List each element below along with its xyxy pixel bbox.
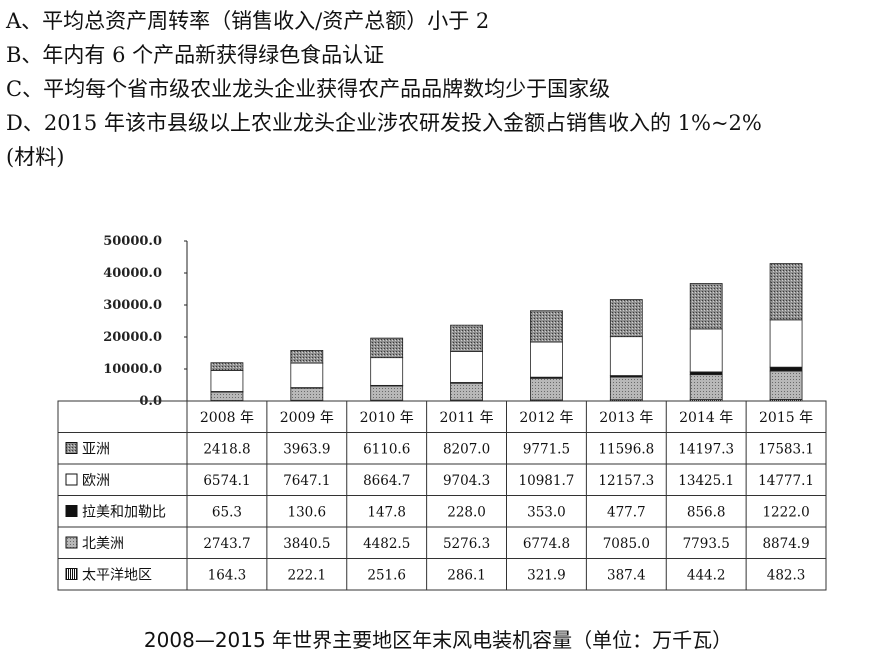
bar-segment	[689, 371, 723, 376]
data-label: 17583.1	[758, 442, 814, 458]
data-label: 8664.7	[363, 473, 410, 489]
data-label: 6574.1	[203, 473, 250, 489]
bar-segment	[290, 362, 324, 388]
bar-segment	[450, 382, 483, 401]
bar-segment	[370, 337, 404, 359]
legend-label: 亚洲	[82, 442, 110, 458]
bar-segment	[450, 324, 483, 352]
y-tick-label: 40000.0	[103, 266, 162, 281]
bar-segment	[210, 391, 244, 401]
x-tick-label: 2009 年	[280, 410, 334, 426]
legend-label: 北美洲	[82, 536, 124, 552]
legend-swatch	[65, 536, 78, 549]
legend-swatch	[65, 568, 78, 580]
legend-swatch	[65, 473, 78, 486]
data-label: 6110.6	[363, 442, 410, 458]
bar-segment	[609, 299, 643, 338]
bar-segment	[689, 283, 723, 330]
bar-segment	[609, 336, 643, 376]
data-label: 353.0	[527, 505, 566, 521]
data-label: 3840.5	[283, 536, 330, 552]
x-tick-label: 2015 年	[759, 410, 813, 426]
legend-label: 欧洲	[82, 473, 110, 489]
data-label: 387.4	[607, 568, 646, 584]
x-tick-label: 2013 年	[599, 410, 653, 426]
bar-segment	[450, 351, 483, 383]
data-label: 5276.3	[443, 536, 490, 552]
y-tick-label: 30000.0	[103, 298, 162, 313]
bar-segment	[689, 328, 723, 373]
bar-segment	[370, 357, 404, 386]
legend-swatch	[65, 505, 78, 517]
bar-segment	[290, 350, 324, 364]
data-label: 222.1	[287, 568, 326, 584]
legend-label: 拉美和加勒比	[82, 505, 166, 521]
bar-segment	[210, 362, 244, 371]
data-label: 2418.8	[203, 442, 250, 458]
bar-segment	[769, 319, 803, 368]
bar-segment	[530, 310, 563, 343]
data-label: 12157.3	[598, 473, 654, 489]
bar-segment	[689, 374, 723, 400]
question-options: A、平均总资产周转率（销售收入/资产总额）小于 2 B、年内有 6 个产品新获得…	[6, 4, 872, 174]
data-label: 477.7	[607, 505, 646, 521]
data-label: 3963.9	[283, 442, 330, 458]
data-label: 65.3	[212, 505, 242, 521]
chart-title: 2008—2015 年世界主要地区年末风电装机容量（单位：万千瓦）	[143, 628, 733, 652]
data-label: 251.6	[367, 568, 406, 584]
x-tick-label: 2012 年	[519, 410, 573, 426]
data-label: 2743.7	[203, 536, 250, 552]
bar-segment	[210, 370, 244, 392]
data-label: 1222.0	[762, 505, 809, 521]
bar-segment	[530, 377, 563, 401]
data-label: 444.2	[687, 568, 726, 584]
data-label: 4482.5	[363, 536, 410, 552]
data-label: 8874.9	[762, 536, 809, 552]
data-label: 10981.7	[519, 473, 575, 489]
bar-segment	[769, 366, 803, 372]
bar-segment	[769, 370, 803, 400]
material-note: (材料)	[6, 145, 65, 169]
data-label: 164.3	[208, 568, 247, 584]
data-label: 14777.1	[758, 473, 814, 489]
y-tick-label: 50000.0	[103, 234, 162, 249]
y-tick-label: 20000.0	[103, 330, 162, 345]
data-label: 8207.0	[443, 442, 490, 458]
data-label: 6774.8	[523, 536, 570, 552]
bar-segment	[530, 341, 563, 378]
data-label: 13425.1	[678, 473, 734, 489]
data-label: 11596.8	[598, 442, 654, 458]
data-label: 228.0	[447, 505, 486, 521]
bar-segment	[370, 385, 404, 401]
bar-segment	[609, 376, 643, 401]
x-tick-label: 2011 年	[440, 410, 494, 426]
bar-segment	[769, 263, 803, 321]
bar-segment	[290, 387, 324, 401]
data-label: 286.1	[447, 568, 486, 584]
data-label: 856.8	[687, 505, 726, 521]
option-c: C、平均每个省市级农业龙头企业获得农产品品牌数均少于国家级	[6, 77, 611, 101]
data-label: 9704.3	[443, 473, 490, 489]
x-tick-label: 2008 年	[200, 410, 254, 426]
y-tick-label: 10000.0	[103, 362, 162, 377]
data-label: 321.9	[527, 568, 566, 584]
data-label: 7085.0	[603, 536, 650, 552]
x-tick-label: 2014 年	[679, 410, 733, 426]
option-a: A、平均总资产周转率（销售收入/资产总额）小于 2	[6, 9, 490, 33]
data-label: 9771.5	[523, 442, 570, 458]
data-label: 14197.3	[678, 442, 734, 458]
data-label: 130.6	[287, 505, 326, 521]
legend-swatch	[65, 442, 78, 454]
legend-label: 太平洋地区	[82, 568, 152, 584]
data-label: 482.3	[767, 568, 806, 584]
x-tick-label: 2010 年	[360, 410, 414, 426]
option-d: D、2015 年该市县级以上农业龙头企业涉农研发投入金额占销售收入的 1%~2%	[6, 111, 762, 135]
option-b: B、年内有 6 个产品新获得绿色食品认证	[6, 43, 385, 67]
data-label: 147.8	[367, 505, 406, 521]
data-label: 7793.5	[683, 536, 730, 552]
data-label: 7647.1	[283, 473, 330, 489]
